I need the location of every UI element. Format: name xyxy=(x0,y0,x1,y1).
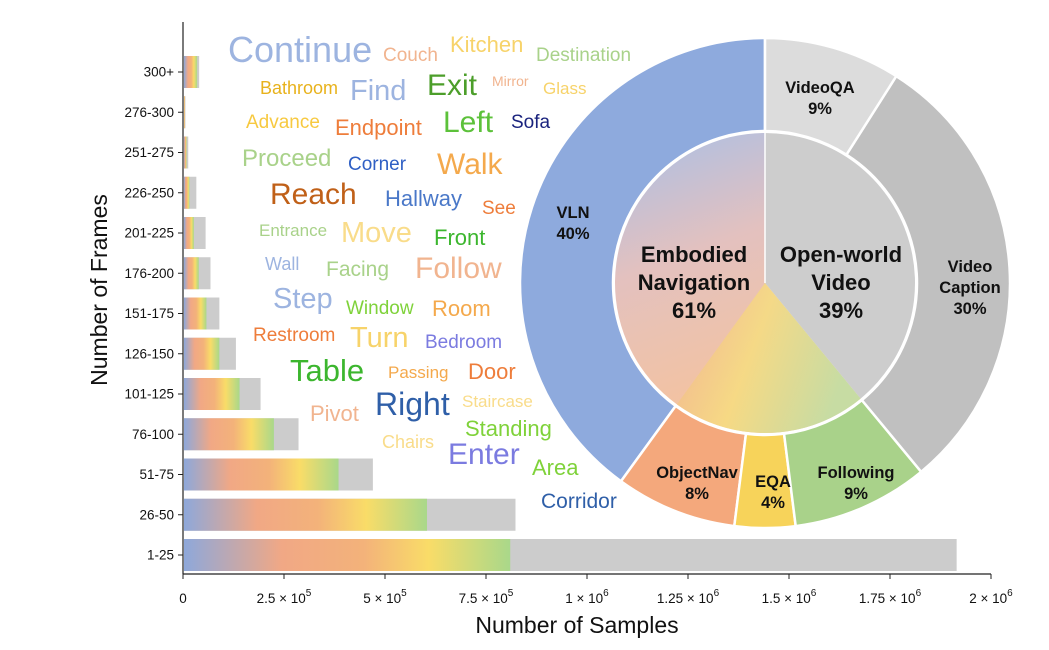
x-tick-mantissa: 2 × 10 xyxy=(969,591,1007,606)
x-tick-exponent: 5 xyxy=(508,588,514,599)
donut-outer-eqa xyxy=(732,432,798,530)
donut-outer-label: EQA xyxy=(755,473,791,491)
x-tick-label: 5 × 105 xyxy=(363,588,407,606)
donut-outer-label: ObjectNav xyxy=(656,464,738,482)
x-tick-mantissa: 1.5 × 10 xyxy=(762,591,811,606)
x-tick-label: 1.5 × 106 xyxy=(762,588,817,606)
donut-outer-percent: 30% xyxy=(953,300,986,318)
x-tick-label: 2 × 106 xyxy=(969,588,1013,606)
bar-embodied-276-300 xyxy=(184,96,186,129)
donut-inner-label: Embodied xyxy=(641,242,747,267)
x-tick-mantissa: 0 xyxy=(179,591,187,606)
bar-embodied-126-150 xyxy=(184,337,220,370)
donut-inner-percent: 61% xyxy=(672,298,716,323)
chart-labels: VLN 40% ObjectNav 8% EQA 4% Following 9% Video Ca… xyxy=(556,79,1000,512)
x-tick-mantissa: 2.5 × 10 xyxy=(257,591,306,606)
donut-outer-label: Video xyxy=(948,258,993,276)
x-tick-label: 0 xyxy=(179,591,187,606)
donut-outer-label: Following xyxy=(818,464,895,482)
bar-embodied-226-250 xyxy=(184,176,190,209)
donut-inner-open-world-video xyxy=(765,133,915,399)
x-tick-exponent: 6 xyxy=(1007,588,1013,599)
x-tick-label: 1.75 × 106 xyxy=(859,588,922,606)
y-tick-label-151-175: 151-175 xyxy=(124,306,174,321)
donut-inner-label: Navigation xyxy=(638,270,750,295)
bar-embodied-176-200 xyxy=(184,257,199,290)
donut-inner-label: Video xyxy=(811,270,871,295)
bar-embodied-1-25 xyxy=(184,539,511,571)
x-tick-label: 1.25 × 106 xyxy=(657,588,720,606)
donut-outer-label: Caption xyxy=(939,279,1000,297)
y-axis-title: Number of Frames xyxy=(86,194,112,386)
bar-embodied-201-225 xyxy=(184,217,194,249)
y-tick-label-176-200: 176-200 xyxy=(124,266,174,281)
bar-embodied-251-275 xyxy=(184,136,187,169)
y-tick-label-300+: 300+ xyxy=(144,65,175,80)
y-tick-label-1-25: 1-25 xyxy=(147,548,174,563)
x-tick-exponent: 6 xyxy=(916,588,922,599)
donut-outer-label: VideoQA xyxy=(785,79,854,97)
x-tick-mantissa: 1 × 10 xyxy=(565,591,603,606)
y-tick-label-51-75: 51-75 xyxy=(139,467,174,482)
donut-chart xyxy=(518,36,1012,530)
bar-embodied-51-75 xyxy=(184,458,339,491)
x-tick-label: 2.5 × 105 xyxy=(257,588,312,606)
donut-outer-percent: 4% xyxy=(761,494,785,512)
y-tick-label-201-225: 201-225 xyxy=(124,226,174,241)
donut-inner-label: Open-world xyxy=(780,242,902,267)
x-tick-mantissa: 1.25 × 10 xyxy=(657,591,714,606)
x-tick-exponent: 6 xyxy=(603,588,609,599)
bar-embodied-151-175 xyxy=(184,297,207,330)
bar-chart-axes: 1-25 26-50 51-75 76-100 101-125 126-150 151-17… xyxy=(86,22,1013,638)
donut-inner-percent: 39% xyxy=(819,298,863,323)
y-tick-label-126-150: 126-150 xyxy=(124,346,174,361)
x-tick-mantissa: 1.75 × 10 xyxy=(859,591,916,606)
bar-chart-bars xyxy=(184,56,957,571)
donut-outer-label: VLN xyxy=(557,204,590,222)
y-tick-label-226-250: 226-250 xyxy=(124,185,174,200)
y-tick-label-76-100: 76-100 xyxy=(132,427,174,442)
bar-embodied-26-50 xyxy=(184,498,428,531)
x-tick-mantissa: 7.5 × 10 xyxy=(459,591,508,606)
x-tick-exponent: 6 xyxy=(714,588,720,599)
x-tick-mantissa: 5 × 10 xyxy=(363,591,401,606)
donut-outer-video-caption xyxy=(844,74,1012,474)
donut-outer-percent: 9% xyxy=(844,485,868,503)
donut-inner-wedge xyxy=(676,283,861,433)
donut-outer-percent: 9% xyxy=(808,100,832,118)
donut-outer-videoqa xyxy=(763,36,899,157)
y-tick-label-26-50: 26-50 xyxy=(139,507,174,522)
y-tick-label-276-300: 276-300 xyxy=(124,105,174,120)
donut-outer-percent: 8% xyxy=(685,485,709,503)
x-axis-title: Number of Samples xyxy=(475,612,678,638)
donut-outer-objectnav xyxy=(619,404,748,528)
x-tick-exponent: 6 xyxy=(811,588,817,599)
bar-embodied-76-100 xyxy=(184,418,274,451)
donut-outer-vln xyxy=(518,36,767,483)
y-tick-label-101-125: 101-125 xyxy=(124,387,174,402)
x-tick-exponent: 5 xyxy=(306,588,312,599)
y-tick-label-251-275: 251-275 xyxy=(124,145,174,160)
x-tick-label: 7.5 × 105 xyxy=(459,588,514,606)
bar-embodied-101-125 xyxy=(184,378,240,410)
x-tick-exponent: 5 xyxy=(401,588,407,599)
donut-outer-percent: 40% xyxy=(556,225,589,243)
bar-embodied-300+ xyxy=(184,56,198,88)
x-tick-label: 1 × 106 xyxy=(565,588,609,606)
